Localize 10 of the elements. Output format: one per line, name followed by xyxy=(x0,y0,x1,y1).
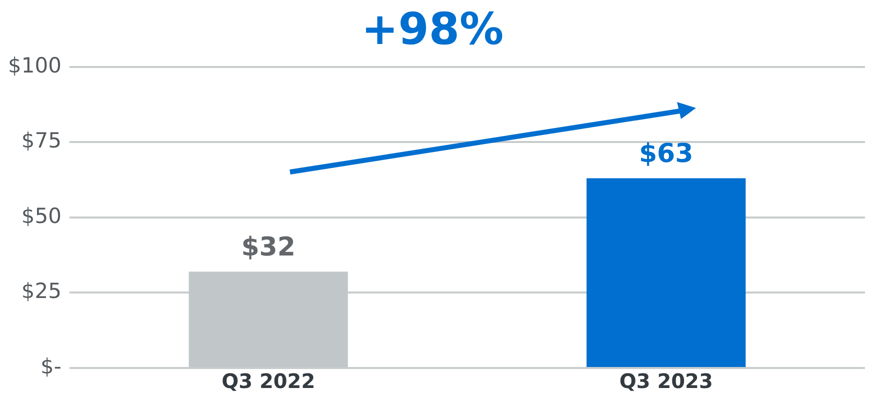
y-tick-label: $100 xyxy=(8,53,62,78)
y-tick-label: $75 xyxy=(21,128,62,153)
chart-title: +98% xyxy=(361,4,504,55)
x-tick-label: Q3 2023 xyxy=(619,369,713,394)
y-tick-label: $50 xyxy=(21,204,62,228)
data-label: $32 xyxy=(241,232,296,262)
data-label: $63 xyxy=(638,138,694,169)
y-tick-label: $- xyxy=(40,354,62,378)
y-tick-label: $25 xyxy=(21,279,62,304)
x-tick-label: Q3 2022 xyxy=(222,369,316,394)
